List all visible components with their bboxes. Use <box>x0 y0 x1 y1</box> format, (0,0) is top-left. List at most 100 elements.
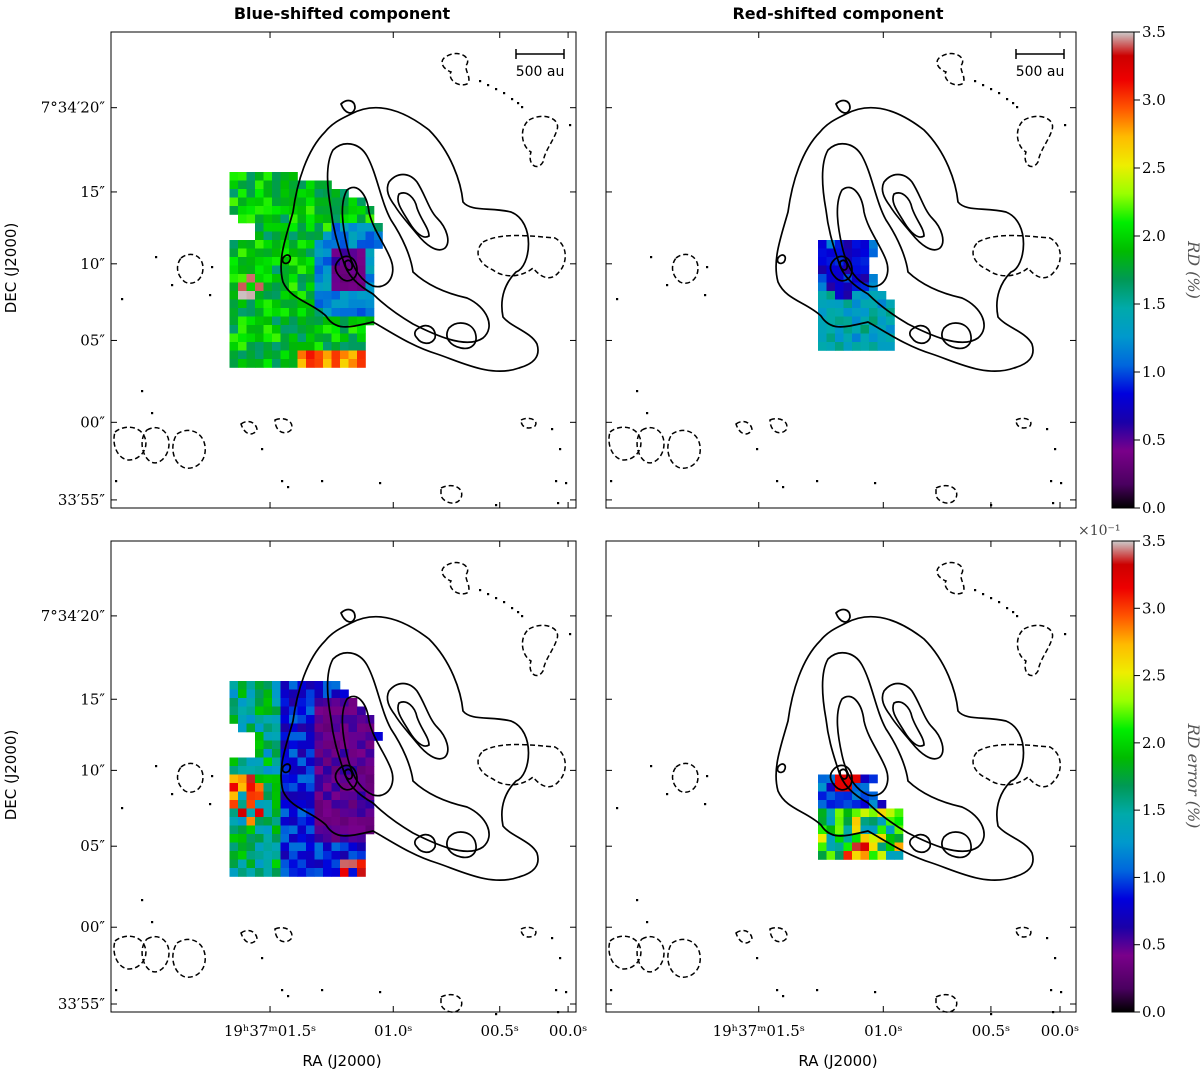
heat-cell-300 <box>340 834 349 843</box>
heat-cell-326 <box>289 851 298 860</box>
heat-cell-147 <box>340 757 349 767</box>
heat-cell-124 <box>289 749 298 758</box>
heat-cell-317 <box>348 842 358 852</box>
ytick-label-2: 10″ <box>80 255 105 273</box>
heat-cell-87 <box>843 333 853 343</box>
heat-cell-274 <box>263 825 273 835</box>
heat-cell-150 <box>365 757 375 767</box>
speck-14 <box>636 390 639 393</box>
heat-cell-247 <box>348 299 358 309</box>
cbar-tick-label-1: 0.5 <box>1142 936 1166 954</box>
speck-26 <box>321 480 324 483</box>
contour-arm <box>881 173 944 251</box>
heat-cell-4 <box>852 240 861 249</box>
heat-cell-32 <box>852 808 861 818</box>
heat-cell-38 <box>263 197 273 207</box>
heat-cell-326 <box>314 342 324 351</box>
heat-cell-95 <box>289 732 298 741</box>
heat-cell-64 <box>877 308 887 317</box>
heat-cell-5 <box>860 240 870 249</box>
heat-cell-7 <box>818 783 827 792</box>
heat-cell-79 <box>826 851 836 860</box>
heat-cell-81 <box>843 851 853 860</box>
heat-cell-38 <box>818 817 827 826</box>
heat-cell-96 <box>843 342 853 351</box>
heat-cell-219 <box>229 800 239 809</box>
heat-cell-51 <box>843 299 853 309</box>
heat-cell-77 <box>255 723 264 733</box>
heat-cell-170 <box>246 774 256 784</box>
heat-cell-112 <box>306 740 315 750</box>
heat-cell-198 <box>365 274 375 283</box>
heat-cell-212 <box>340 282 349 292</box>
heat-cell-145 <box>348 248 358 258</box>
heat-cell-226 <box>314 291 324 300</box>
colorbar-bottom: 0.0 0.5 1.0 1.5 2.0 2.5 3.0 3.5 ×10⁻¹ RD error … <box>1078 523 1200 1021</box>
heat-cell-48 <box>818 299 827 309</box>
contour-c5 <box>839 768 848 780</box>
heat-cell-33 <box>860 808 870 818</box>
heat-cell-285 <box>238 325 247 334</box>
heat-cell-77 <box>894 842 904 852</box>
speck-15 <box>616 298 619 301</box>
heat-cell-360 <box>331 359 341 368</box>
heat-cell-251 <box>238 308 247 317</box>
ytick-label-3: 05″ <box>80 837 105 855</box>
heat-cell-345 <box>314 859 324 869</box>
heat-cell-267 <box>348 817 358 826</box>
heat-cell-310 <box>314 333 324 343</box>
speck-24 <box>610 480 613 483</box>
heat-cell-99 <box>869 342 878 351</box>
dashed-contour-9 <box>520 417 537 429</box>
heat-cell-340 <box>297 350 307 360</box>
noise-specks <box>610 80 1067 507</box>
heat-cell-258 <box>297 308 307 317</box>
heat-cell-270 <box>255 316 264 326</box>
heat-cell-167 <box>365 766 375 775</box>
speck-0 <box>974 80 977 83</box>
speck-21 <box>555 989 558 992</box>
heat-cell-32 <box>272 698 281 707</box>
heat-cell-91 <box>323 223 332 232</box>
heat-cell-194 <box>306 783 315 792</box>
heat-cell-292 <box>272 834 281 843</box>
heat-cell-268 <box>357 817 366 826</box>
cbar-tick-label-1: 0.5 <box>1142 431 1166 449</box>
cbar-top-label: RD (%) <box>1184 240 1200 299</box>
heat-cell-149 <box>238 257 247 266</box>
heat-cell-149 <box>357 757 366 767</box>
dashed-contour-5 <box>667 938 701 978</box>
heat-cell-259 <box>306 308 315 317</box>
heat-cell-29 <box>826 808 836 818</box>
heat-cell-317 <box>238 342 247 351</box>
speck-5 <box>517 611 520 614</box>
heat-cell-51 <box>306 706 315 716</box>
heat-cell-42 <box>852 817 861 826</box>
heat-cell-140 <box>280 757 290 767</box>
contour-tail2 <box>908 324 932 345</box>
speck-17 <box>171 793 174 796</box>
heat-cell-176 <box>323 265 332 275</box>
heat-cell-302 <box>357 834 366 843</box>
heat-cell-28 <box>238 698 247 707</box>
contour-arm2 <box>397 192 430 238</box>
heat-cell-332 <box>340 851 349 860</box>
contour-tail1 <box>446 831 477 859</box>
heat-cell-41 <box>289 197 298 207</box>
heat-cell-273 <box>255 825 264 835</box>
heat-cell-129 <box>365 240 375 249</box>
speck-3 <box>503 601 506 604</box>
heat-cell-174 <box>306 265 315 275</box>
heat-cell-65 <box>357 206 366 215</box>
dashed-contour-0 <box>441 52 470 86</box>
heat-cell-173 <box>272 774 281 784</box>
heat-cell-23 <box>843 265 853 275</box>
heat-cell-351 <box>229 868 239 877</box>
heat-cell-45 <box>877 817 887 826</box>
heat-cell-61 <box>852 308 861 317</box>
ytick-label-2: 10″ <box>80 761 105 779</box>
heat-cell-325 <box>306 342 315 351</box>
contour-c4 <box>829 255 853 282</box>
heat-cell-63 <box>860 834 870 843</box>
heat-cell-296 <box>331 325 341 334</box>
